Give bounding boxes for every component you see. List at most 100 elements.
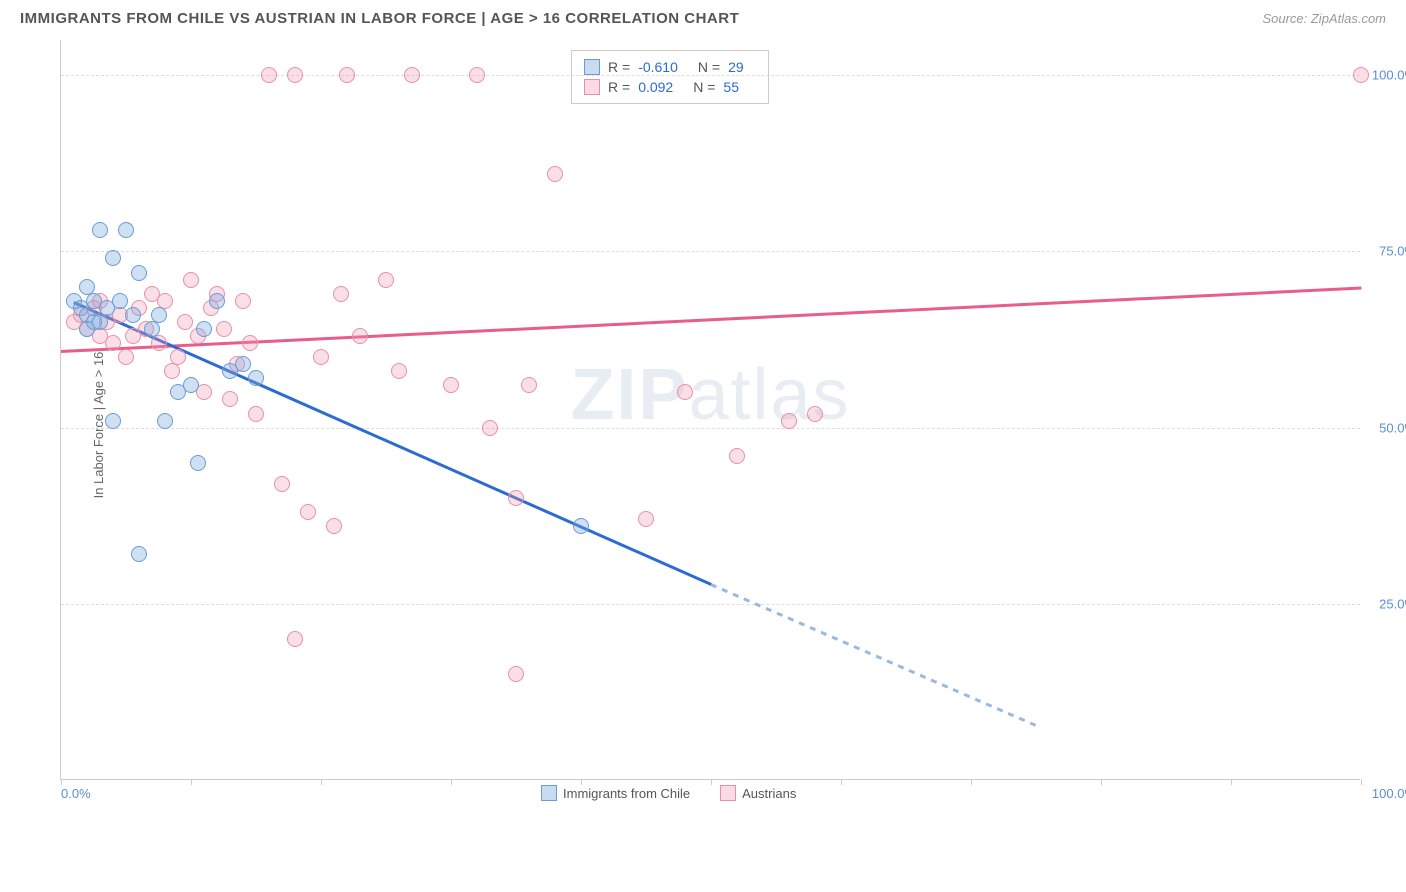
data-point xyxy=(92,222,108,238)
x-tick xyxy=(1231,779,1232,785)
swatch-blue-icon xyxy=(541,785,557,801)
data-point xyxy=(339,67,355,83)
data-point xyxy=(404,67,420,83)
data-point xyxy=(352,328,368,344)
data-point xyxy=(235,356,251,372)
gridline xyxy=(61,251,1360,252)
x-axis-min-label: 0.0% xyxy=(61,786,91,801)
data-point xyxy=(105,413,121,429)
data-point xyxy=(781,413,797,429)
data-point xyxy=(391,363,407,379)
data-point xyxy=(378,272,394,288)
data-point xyxy=(508,666,524,682)
swatch-pink-icon xyxy=(584,79,600,95)
y-tick-label: 100.0% xyxy=(1372,68,1406,83)
data-point xyxy=(482,420,498,436)
y-tick-label: 75.0% xyxy=(1379,244,1406,259)
data-point xyxy=(638,511,654,527)
data-point xyxy=(300,504,316,520)
swatch-blue-icon xyxy=(584,59,600,75)
x-tick xyxy=(191,779,192,785)
data-point xyxy=(216,321,232,337)
data-point xyxy=(274,476,290,492)
data-point xyxy=(125,307,141,323)
legend-label-austrian: Austrians xyxy=(742,786,796,801)
data-point xyxy=(131,265,147,281)
swatch-pink-icon xyxy=(720,785,736,801)
x-tick xyxy=(971,779,972,785)
data-point xyxy=(86,314,102,330)
x-tick xyxy=(581,779,582,785)
data-point xyxy=(183,272,199,288)
r-value-austrian: 0.092 xyxy=(638,79,673,95)
data-point xyxy=(261,67,277,83)
stat-row-chile: R =-0.610 N =29 xyxy=(584,57,756,77)
data-point xyxy=(112,293,128,309)
data-point xyxy=(157,413,173,429)
x-tick xyxy=(1361,779,1362,785)
x-tick xyxy=(61,779,62,785)
data-point xyxy=(443,377,459,393)
watermark: ZIPatlas xyxy=(570,354,850,436)
x-axis-max-label: 100.0% xyxy=(1372,786,1406,801)
data-point xyxy=(151,335,167,351)
data-point xyxy=(105,335,121,351)
correlation-stats-box: R =-0.610 N =29 R =0.092 N =55 xyxy=(571,50,769,104)
data-point xyxy=(333,286,349,302)
x-tick xyxy=(451,779,452,785)
stat-row-austrian: R =0.092 N =55 xyxy=(584,77,756,97)
data-point xyxy=(164,363,180,379)
n-value-austrian: 55 xyxy=(723,79,739,95)
legend-item-chile: Immigrants from Chile xyxy=(541,785,690,801)
x-tick xyxy=(1101,779,1102,785)
data-point xyxy=(151,307,167,323)
data-point xyxy=(118,222,134,238)
data-point xyxy=(105,250,121,266)
legend: Immigrants from Chile Austrians xyxy=(541,785,796,801)
data-point xyxy=(248,370,264,386)
data-point xyxy=(222,391,238,407)
plot-area: ZIPatlas R =-0.610 N =29 R =0.092 N =55 … xyxy=(60,40,1360,780)
r-value-chile: -0.610 xyxy=(638,59,678,75)
data-point xyxy=(183,377,199,393)
source-attribution: Source: ZipAtlas.com xyxy=(1262,11,1386,26)
data-point xyxy=(313,349,329,365)
trendline xyxy=(73,301,711,585)
data-point xyxy=(235,293,251,309)
legend-label-chile: Immigrants from Chile xyxy=(563,786,690,801)
data-point xyxy=(190,455,206,471)
x-tick xyxy=(711,779,712,785)
chart-title: IMMIGRANTS FROM CHILE VS AUSTRIAN IN LAB… xyxy=(20,10,739,27)
data-point xyxy=(209,293,225,309)
gridline xyxy=(61,75,1360,76)
data-point xyxy=(144,321,160,337)
data-point xyxy=(508,490,524,506)
data-point xyxy=(677,384,693,400)
data-point xyxy=(521,377,537,393)
x-tick xyxy=(321,779,322,785)
data-point xyxy=(242,335,258,351)
data-point xyxy=(1353,67,1369,83)
data-point xyxy=(326,518,342,534)
y-tick-label: 25.0% xyxy=(1379,596,1406,611)
x-tick xyxy=(841,779,842,785)
legend-item-austrian: Austrians xyxy=(720,785,796,801)
y-tick-label: 50.0% xyxy=(1379,420,1406,435)
data-point xyxy=(177,314,193,330)
chart-container: In Labor Force | Age > 16 ZIPatlas R =-0… xyxy=(50,40,1390,810)
data-point xyxy=(287,67,303,83)
data-point xyxy=(118,349,134,365)
data-point xyxy=(248,406,264,422)
data-point xyxy=(807,406,823,422)
n-value-chile: 29 xyxy=(728,59,744,75)
data-point xyxy=(170,349,186,365)
gridline xyxy=(61,604,1360,605)
data-point xyxy=(287,631,303,647)
data-point xyxy=(469,67,485,83)
gridline xyxy=(61,428,1360,429)
data-point xyxy=(729,448,745,464)
data-point xyxy=(196,321,212,337)
data-point xyxy=(131,546,147,562)
data-point xyxy=(573,518,589,534)
data-point xyxy=(547,166,563,182)
